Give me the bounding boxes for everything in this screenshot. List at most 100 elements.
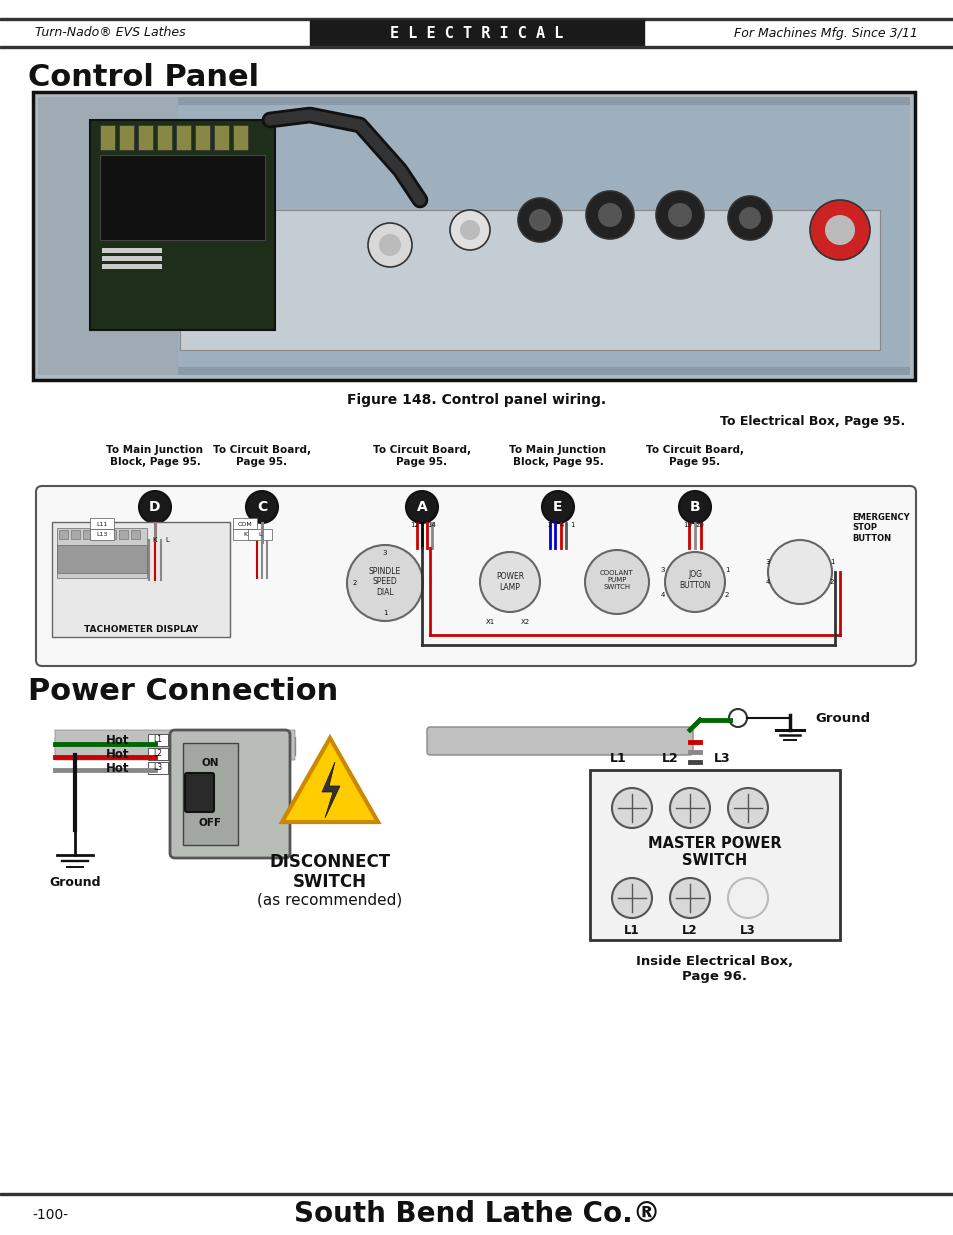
Circle shape — [459, 220, 479, 240]
Text: L1: L1 — [153, 736, 162, 745]
Text: To Electrical Box, Page 95.: To Electrical Box, Page 95. — [719, 415, 904, 429]
Circle shape — [585, 191, 634, 240]
Text: L3: L3 — [740, 924, 755, 936]
Text: To Circuit Board,
Page 95.: To Circuit Board, Page 95. — [213, 445, 311, 467]
Text: L: L — [165, 537, 169, 543]
Text: B: B — [689, 500, 700, 514]
Bar — [0, 46, 953, 47]
Circle shape — [246, 492, 277, 522]
Circle shape — [727, 788, 767, 827]
Text: 4: 4 — [660, 592, 664, 598]
Text: Ground: Ground — [814, 711, 869, 725]
Text: L2: L2 — [661, 752, 678, 764]
Bar — [148, 748, 168, 760]
Bar — [148, 762, 168, 774]
Bar — [55, 105, 909, 367]
Text: 3: 3 — [660, 567, 664, 573]
Text: X2: X2 — [520, 619, 529, 625]
Text: E L E C T R I C A L: E L E C T R I C A L — [390, 26, 563, 42]
Bar — [71, 530, 80, 538]
Bar — [52, 522, 230, 637]
Text: 4: 4 — [559, 522, 563, 529]
Text: A: A — [416, 500, 427, 514]
Bar — [119, 125, 133, 149]
Text: For Machines Mfg. Since 3/11: For Machines Mfg. Since 3/11 — [734, 26, 917, 40]
Text: 1: 1 — [829, 559, 833, 564]
Circle shape — [598, 203, 621, 227]
Text: DISCONNECT: DISCONNECT — [269, 853, 390, 871]
Bar — [33, 91, 914, 380]
FancyBboxPatch shape — [427, 727, 692, 755]
Text: L1: L1 — [623, 924, 639, 936]
Bar — [83, 530, 91, 538]
Bar — [589, 769, 840, 940]
Circle shape — [541, 492, 574, 522]
Text: 1: 1 — [724, 567, 728, 573]
Text: To Circuit Board,
Page 95.: To Circuit Board, Page 95. — [373, 445, 471, 467]
Text: Figure 148. Control panel wiring.: Figure 148. Control panel wiring. — [347, 393, 606, 408]
Circle shape — [679, 492, 710, 522]
Text: South Bend Lathe Co.®: South Bend Lathe Co.® — [294, 1200, 659, 1228]
Circle shape — [739, 207, 760, 228]
Circle shape — [664, 552, 724, 613]
Bar — [38, 98, 178, 375]
Bar — [102, 264, 162, 269]
Text: L1: L1 — [609, 752, 626, 764]
Bar — [38, 98, 909, 375]
Text: Power Connection: Power Connection — [28, 678, 338, 706]
Bar — [57, 529, 147, 578]
Text: To Circuit Board,
Page 95.: To Circuit Board, Page 95. — [645, 445, 743, 467]
Bar — [233, 125, 248, 149]
FancyBboxPatch shape — [36, 487, 915, 666]
Text: E: E — [553, 500, 562, 514]
Text: 19: 19 — [682, 522, 692, 529]
Text: Turn-Nado® EVS Lathes: Turn-Nado® EVS Lathes — [35, 26, 186, 40]
Text: 3: 3 — [765, 559, 769, 564]
Text: Ground: Ground — [50, 876, 101, 888]
Circle shape — [669, 788, 709, 827]
Bar — [131, 530, 140, 538]
Text: 2: 2 — [829, 579, 833, 585]
Text: 12: 12 — [410, 522, 419, 529]
Circle shape — [368, 224, 412, 267]
Text: EMERGENCY
STOP
BUTTON: EMERGENCY STOP BUTTON — [851, 513, 908, 543]
Circle shape — [667, 203, 691, 227]
Circle shape — [517, 198, 561, 242]
FancyBboxPatch shape — [55, 730, 294, 760]
Text: L2: L2 — [153, 750, 162, 758]
Text: Inside Electrical Box,
Page 96.: Inside Electrical Box, Page 96. — [636, 955, 793, 983]
Circle shape — [727, 196, 771, 240]
Bar — [55, 737, 294, 755]
Bar — [102, 248, 162, 253]
Circle shape — [529, 209, 551, 231]
Text: MASTER POWER
SWITCH: MASTER POWER SWITCH — [647, 836, 781, 868]
Bar — [0, 1193, 953, 1194]
Text: Control Panel: Control Panel — [28, 63, 259, 93]
Text: SWITCH: SWITCH — [293, 873, 367, 890]
Text: Hot: Hot — [106, 734, 130, 746]
Text: L2: L2 — [681, 924, 697, 936]
FancyBboxPatch shape — [170, 730, 290, 858]
Circle shape — [612, 788, 651, 827]
Text: JOG
BUTTON: JOG BUTTON — [679, 571, 710, 589]
Bar — [213, 125, 229, 149]
Bar — [90, 529, 113, 540]
Bar — [157, 125, 172, 149]
Bar — [310, 20, 643, 46]
Text: 2: 2 — [724, 592, 728, 598]
Text: COOLANT
PUMP
SWITCH: COOLANT PUMP SWITCH — [599, 571, 633, 590]
Circle shape — [809, 200, 869, 261]
FancyBboxPatch shape — [185, 773, 213, 811]
Circle shape — [669, 878, 709, 918]
Circle shape — [727, 878, 767, 918]
Text: 20: 20 — [695, 522, 703, 529]
Text: Hot: Hot — [106, 762, 130, 774]
Bar — [90, 120, 274, 330]
Text: To Main Junction
Block, Page 95.: To Main Junction Block, Page 95. — [509, 445, 606, 467]
Bar — [138, 125, 152, 149]
Text: 1: 1 — [382, 610, 387, 616]
Polygon shape — [282, 739, 377, 823]
Text: (as recommended): (as recommended) — [257, 893, 402, 908]
Text: 2: 2 — [353, 580, 356, 585]
Text: TACHOMETER DISPLAY: TACHOMETER DISPLAY — [84, 625, 198, 635]
